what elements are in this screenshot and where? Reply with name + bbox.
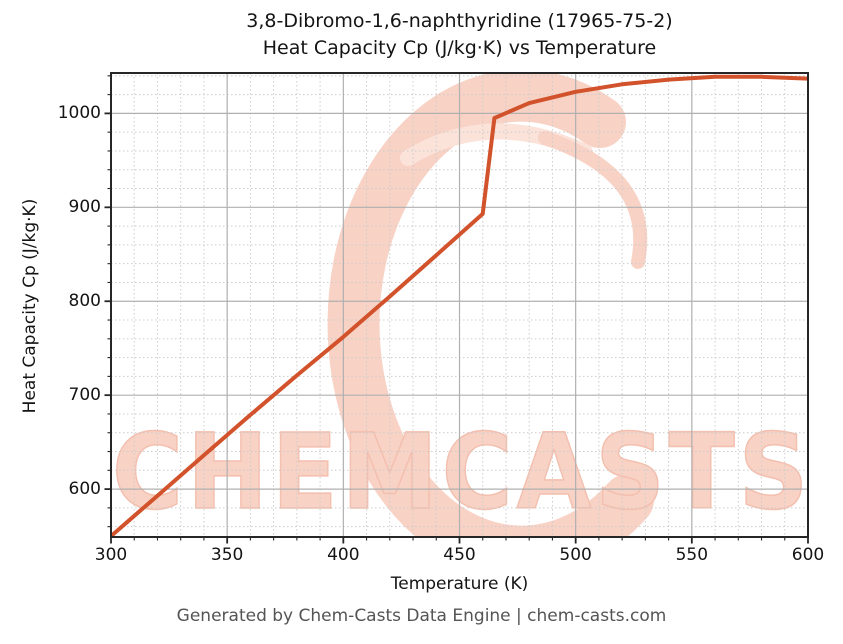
x-tick-label: 500 [559, 545, 592, 565]
y-tick-label: 600 [68, 479, 101, 500]
chart-title-line2: Heat Capacity Cp (J/kg·K) vs Temperature [262, 37, 657, 59]
y-tick-label: 1000 [57, 103, 101, 124]
watermark-text: CHEMCASTS [112, 411, 812, 533]
chart-title-line1: 3,8-Dibromo-1,6-naphthyridine (17965-75-… [246, 10, 673, 32]
x-tick-label: 450 [443, 545, 476, 565]
watermark-layer: CHEMCASTS [111, 73, 812, 537]
plot-border [110, 72, 809, 538]
x-tick-label: 550 [675, 545, 709, 565]
y-axis-label: Heat Capacity Cp (J/kg·K) [20, 198, 40, 414]
x-axis-label: Temperature (K) [390, 574, 529, 594]
footer-credit: Generated by Chem-Casts Data Engine | ch… [176, 606, 667, 626]
y-tick-label: 700 [68, 385, 101, 406]
x-tick-label: 300 [94, 545, 128, 565]
x-tick-label: 600 [791, 545, 825, 565]
y-tick-label: 900 [68, 197, 101, 218]
chart-title: 3,8-Dibromo-1,6-naphthyridine (17965-75-… [111, 8, 808, 62]
data-line-heat-capacity [111, 74, 808, 537]
x-tick-label: 350 [210, 545, 244, 565]
x-tick-label: 400 [327, 545, 360, 565]
y-tick-label: 800 [68, 291, 101, 312]
